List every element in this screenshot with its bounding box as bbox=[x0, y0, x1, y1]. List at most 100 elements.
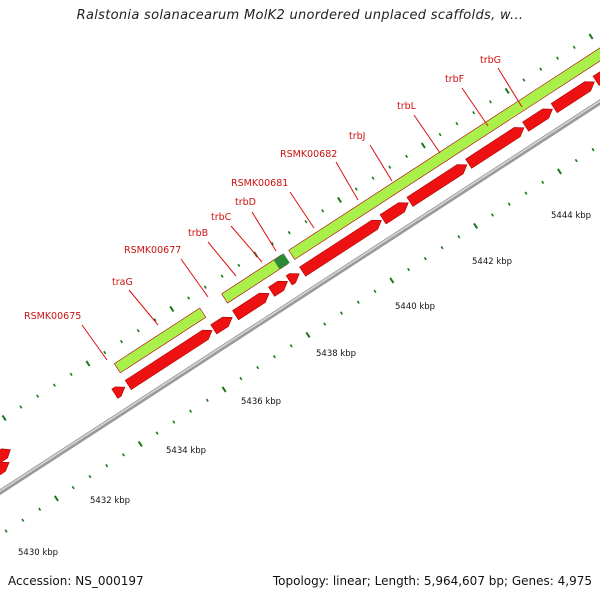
red-feature-trbj[interactable] bbox=[406, 164, 468, 207]
red-feature-trbf[interactable] bbox=[522, 108, 553, 132]
lower-tick bbox=[574, 158, 578, 163]
upper-tick bbox=[52, 383, 56, 387]
scale-label: 5432 kbp bbox=[90, 496, 130, 506]
lower-tick bbox=[172, 420, 176, 424]
upper-tick bbox=[522, 78, 526, 82]
green-feature-track bbox=[113, 38, 600, 374]
upper-tick bbox=[19, 405, 23, 409]
red-feature-trbl[interactable] bbox=[465, 127, 525, 169]
red-feature-far-left[interactable] bbox=[0, 461, 10, 483]
lower-tick bbox=[440, 246, 444, 250]
lower-tick bbox=[457, 235, 461, 239]
lower-tick bbox=[256, 365, 260, 370]
lower-tick bbox=[38, 507, 42, 512]
scale-label: 5444 kbp bbox=[551, 211, 591, 221]
lower-tick bbox=[490, 213, 494, 217]
upper-tick bbox=[169, 305, 175, 312]
lower-tick bbox=[137, 440, 143, 447]
backbone-highlight bbox=[0, 100, 600, 493]
lower-tick bbox=[205, 398, 209, 403]
red-feature-rsmk00682[interactable] bbox=[379, 202, 409, 225]
upper-tick bbox=[455, 121, 459, 126]
red-feature-trbd[interactable] bbox=[285, 273, 300, 286]
upper-tick bbox=[539, 67, 543, 71]
scale-label: 5436 kbp bbox=[241, 397, 281, 407]
upper-tick bbox=[337, 196, 342, 203]
red-feature-trag[interactable] bbox=[124, 329, 213, 391]
gene-label[interactable]: RSMK00682 bbox=[280, 149, 337, 160]
lower-tick bbox=[507, 202, 511, 206]
lower-tick bbox=[272, 355, 276, 359]
lower-tick bbox=[122, 453, 125, 457]
upper-tick bbox=[588, 33, 594, 40]
gene-label[interactable]: trbG bbox=[480, 55, 501, 66]
gene-label[interactable]: trbB bbox=[188, 228, 208, 239]
upper-tick bbox=[120, 339, 123, 344]
scale-label: 5430 kbp bbox=[18, 548, 58, 558]
lower-tick bbox=[557, 168, 562, 175]
upper-tick bbox=[203, 285, 207, 289]
upper-tick bbox=[388, 165, 392, 169]
backbone-line bbox=[0, 99, 600, 496]
label-leader-lines bbox=[81, 67, 523, 361]
lower-tick bbox=[53, 495, 59, 502]
gene-label[interactable]: trbD bbox=[235, 197, 256, 208]
upper-tick bbox=[405, 154, 409, 159]
upper-tick bbox=[438, 132, 442, 137]
leader-line bbox=[207, 241, 237, 277]
gene-label[interactable]: RSMK00681 bbox=[231, 178, 288, 189]
upper-tick bbox=[371, 176, 375, 180]
upper-tick bbox=[36, 394, 40, 398]
green-feature-right[interactable] bbox=[288, 38, 600, 260]
red-feature-trbc[interactable] bbox=[268, 280, 288, 297]
lower-tick bbox=[105, 464, 109, 468]
lower-tick bbox=[340, 311, 343, 315]
sequence-backbone bbox=[0, 99, 600, 496]
lower-tick bbox=[541, 180, 545, 185]
upper-tick bbox=[1, 414, 7, 421]
lower-tick bbox=[155, 431, 159, 435]
leader-line bbox=[289, 191, 315, 229]
leader-line bbox=[461, 87, 489, 127]
leader-line bbox=[81, 324, 108, 361]
green-feature-left[interactable] bbox=[113, 307, 207, 374]
leader-line bbox=[180, 258, 209, 298]
red-feature-right[interactable] bbox=[592, 59, 600, 86]
red-feature-rsmk00677[interactable] bbox=[210, 316, 233, 335]
lower-tick bbox=[423, 256, 427, 261]
lower-tick bbox=[88, 474, 92, 479]
upper-tick bbox=[488, 100, 492, 104]
lower-tick-row bbox=[4, 147, 595, 533]
gene-label[interactable]: trbL bbox=[397, 101, 417, 112]
red-feature-left-small[interactable] bbox=[0, 448, 11, 466]
upper-tick bbox=[420, 142, 426, 149]
lower-tick bbox=[373, 289, 377, 294]
upper-tick bbox=[69, 372, 73, 377]
scale-label-group: 5430 kbp 5432 kbp 5434 kbp 5436 kbp 5438 kbp… bbox=[18, 211, 591, 558]
red-feature-rsmk00675[interactable] bbox=[111, 386, 126, 399]
leader-line bbox=[230, 225, 263, 263]
scale-label: 5440 kbp bbox=[395, 302, 435, 312]
gene-label[interactable]: trbJ bbox=[349, 131, 365, 142]
map-title: Ralstonia solanacearum MolK2 unordered u… bbox=[76, 8, 524, 23]
lower-tick bbox=[389, 277, 395, 284]
gene-label[interactable]: trbC bbox=[211, 212, 232, 223]
lower-tick bbox=[524, 191, 528, 195]
red-feature-trbg[interactable] bbox=[550, 81, 595, 114]
lower-tick bbox=[591, 147, 595, 152]
lower-tick bbox=[21, 518, 25, 522]
upper-tick bbox=[85, 360, 91, 367]
gene-label[interactable]: trbF bbox=[445, 74, 464, 85]
scale-label: 5442 kbp bbox=[472, 257, 512, 267]
lower-tick bbox=[407, 267, 411, 272]
upper-tick bbox=[270, 241, 274, 246]
accession-text: Accession: NS_000197 bbox=[8, 574, 144, 588]
gene-label[interactable]: RSMK00675 bbox=[24, 311, 81, 322]
gene-label[interactable]: RSMK00677 bbox=[124, 245, 181, 256]
gene-label[interactable]: traG bbox=[112, 277, 133, 288]
red-feature-trbb[interactable] bbox=[232, 292, 270, 321]
highlight-feature[interactable] bbox=[273, 253, 290, 270]
red-feature-rsmk00681[interactable] bbox=[299, 219, 382, 277]
